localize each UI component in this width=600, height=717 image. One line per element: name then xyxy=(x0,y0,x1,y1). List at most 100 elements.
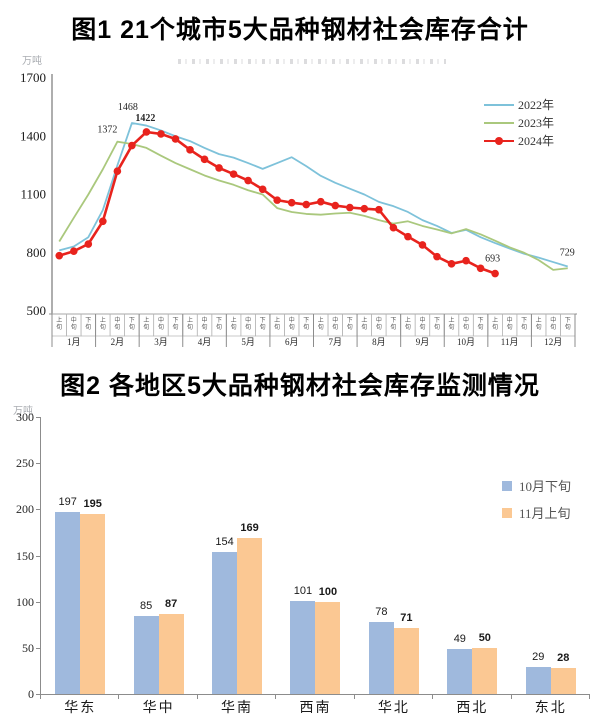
bar-华中-10月下旬: 85 xyxy=(133,600,159,694)
x-axis-line xyxy=(36,694,590,695)
data-label: 1372 xyxy=(97,125,117,136)
y-tick-mark xyxy=(36,647,40,649)
period-tick-label: 上旬 xyxy=(405,316,411,331)
chart1-title: 图1 21个城市5大品种钢材社会库存合计 xyxy=(71,16,529,44)
bar-group-华中: 85 87 xyxy=(119,417,197,694)
series-marker xyxy=(316,197,325,206)
series-marker xyxy=(171,135,180,143)
period-tick-label: 上旬 xyxy=(492,316,498,331)
bar-西北-11月上旬: 50 xyxy=(472,632,498,694)
bar-group-西北: 49 50 xyxy=(433,417,511,694)
series-marker xyxy=(418,241,427,249)
legend-item-10月下旬: 10月下旬 xyxy=(502,476,571,495)
data-label: 729 xyxy=(560,248,575,259)
bar-group-华南: 154 169 xyxy=(198,417,276,694)
bar-value-label: 49 xyxy=(453,632,466,645)
bar-chart-canvas: 197 195 85 87 154 169 101 100 78 71 49 50 29 28 华东 华中华… xyxy=(0,404,600,716)
y-tick-label: 250 xyxy=(16,456,34,471)
series-marker xyxy=(476,264,485,273)
series-marker xyxy=(491,269,499,278)
series-marker xyxy=(84,240,93,248)
chart1-figure: 万吨 1700 1400 1100 800 500 上旬 中旬 下旬 1月 上旬 中旬 下旬 2月 上旬中… xyxy=(0,48,600,360)
month-label: 5月 xyxy=(241,337,255,347)
series-marker xyxy=(404,232,412,241)
period-tick-label: 上旬 xyxy=(449,316,455,331)
chart2-title: 图2 各地区5大品种钢材社会库存监测情况 xyxy=(60,372,540,400)
data-label: 693 xyxy=(485,254,500,265)
period-tick-label: 下旬 xyxy=(216,317,222,331)
bar-东北-10月下旬: 29 xyxy=(525,651,551,694)
period-tick-label: 中旬 xyxy=(463,316,469,331)
series-marker xyxy=(142,128,151,136)
data-label: 1422 xyxy=(135,113,155,124)
period-tick-label: 上旬 xyxy=(274,316,280,331)
bar-华北-11月上旬: 71 xyxy=(393,612,419,694)
month-label: 10月 xyxy=(457,337,475,347)
series-marker xyxy=(244,176,252,185)
period-tick-label: 中旬 xyxy=(71,316,77,331)
period-tick-label: 下旬 xyxy=(565,317,571,331)
chart2-figure: 万吨 197 195 85 87 154 169 101 100 78 71 49 50 29 28 华东… xyxy=(0,404,600,716)
series-marker xyxy=(55,251,64,260)
series-marker xyxy=(215,164,223,172)
x-tick-mark xyxy=(589,694,590,699)
y-tick-label: 150 xyxy=(16,548,34,563)
bar-value-label: 100 xyxy=(318,585,338,598)
period-tick-label: 下旬 xyxy=(129,317,135,331)
series-marker xyxy=(346,203,354,212)
category-label-西北: 西北 xyxy=(456,701,489,716)
month-label: 12月 xyxy=(544,337,562,347)
y-tick-label: 1700 xyxy=(20,70,46,85)
period-tick-label: 下旬 xyxy=(85,317,91,331)
series-marker xyxy=(331,201,340,210)
bar-西南-11月上旬: 100 xyxy=(315,586,341,694)
period-tick-label: 中旬 xyxy=(507,316,513,331)
category-label-东北: 东北 xyxy=(534,701,567,716)
series-line-2022年 xyxy=(59,122,569,268)
legend-line-swatch xyxy=(484,136,514,145)
month-label: 11月 xyxy=(501,337,519,347)
period-tick-label: 下旬 xyxy=(347,317,353,331)
series-marker xyxy=(462,256,470,265)
bar-东北-11月上旬: 28 xyxy=(550,652,576,694)
series-marker xyxy=(157,130,165,138)
legend-label: 2023年 xyxy=(518,116,555,130)
series-marker xyxy=(99,217,107,226)
series-marker xyxy=(229,170,238,178)
chart2-y-axis-unit: 万吨 xyxy=(13,406,33,417)
month-label: 9月 xyxy=(416,337,430,347)
y-tick-label: 300 xyxy=(16,410,34,424)
legend-color-swatch xyxy=(502,480,512,491)
y-tick-label: 50 xyxy=(22,640,34,655)
period-tick-label: 中旬 xyxy=(550,316,556,331)
month-label: 4月 xyxy=(198,337,212,347)
legend-item-2022年: 2022年 xyxy=(484,98,554,112)
bar-华南-10月下旬: 154 xyxy=(212,536,238,694)
y-tick-mark xyxy=(36,417,40,418)
legend-item-11月上旬: 11月上旬 xyxy=(502,503,571,522)
period-tick-label: 上旬 xyxy=(56,316,62,331)
bar-华东-10月下旬: 197 xyxy=(55,496,81,694)
series-marker xyxy=(69,247,78,255)
period-tick-label: 下旬 xyxy=(260,317,266,331)
series-marker xyxy=(287,198,296,207)
period-tick-label: 下旬 xyxy=(172,317,178,331)
y-tick-label: 100 xyxy=(16,594,34,609)
series-line-2023年 xyxy=(58,140,568,271)
series-marker xyxy=(186,146,194,154)
chart2-legend: 10月下旬 11月上旬 xyxy=(502,476,571,522)
bar-value-label: 195 xyxy=(83,497,102,510)
category-label-华中: 华中 xyxy=(142,701,175,716)
period-tick-label: 上旬 xyxy=(143,316,149,331)
category-label-华东: 华东 xyxy=(64,701,97,716)
period-tick-label: 上旬 xyxy=(187,316,193,331)
y-tick-mark xyxy=(36,601,40,603)
month-label: 3月 xyxy=(154,337,168,347)
bar-value-label: 197 xyxy=(58,496,77,509)
bar-value-label: 28 xyxy=(557,652,570,665)
series-marker xyxy=(258,185,267,194)
bar-value-label: 101 xyxy=(293,584,313,597)
chart1-legend: 2022年 2023年 2024年 xyxy=(484,98,555,148)
bar-value-label: 154 xyxy=(215,535,234,548)
bar-group-西南: 101 100 xyxy=(276,417,354,694)
